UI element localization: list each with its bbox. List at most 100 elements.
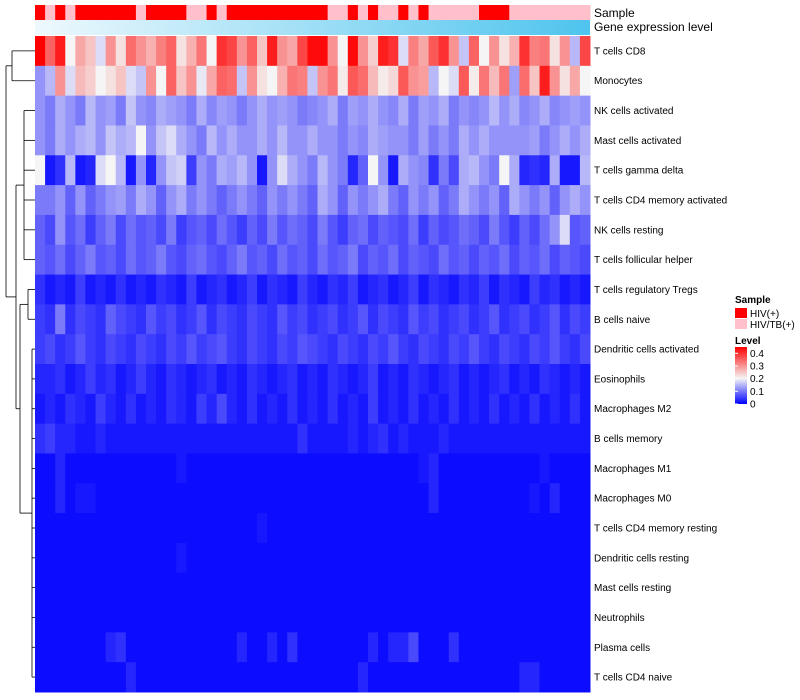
- heatmap-cell: [186, 602, 197, 633]
- heatmap-cell: [317, 155, 329, 186]
- legend-tick-label: 0.4: [750, 349, 764, 360]
- heatmap-cell: [519, 155, 530, 186]
- heatmap-cell: [458, 662, 470, 693]
- heatmap-cell: [146, 602, 157, 633]
- heatmap-cell: [257, 453, 268, 484]
- heatmap-cell: [357, 274, 369, 305]
- sample-cell: [468, 5, 480, 20]
- heatmap-cell: [35, 214, 46, 246]
- heatmap-cell: [448, 244, 460, 276]
- heatmap-cell: [226, 274, 238, 305]
- heatmap-cell: [55, 572, 66, 604]
- heatmap-cell: [166, 185, 177, 216]
- heatmap-cell: [307, 483, 319, 514]
- heatmap-cell: [317, 214, 329, 246]
- heatmap-cell: [196, 393, 208, 425]
- heatmap-cell: [176, 572, 187, 604]
- heatmap-cell: [146, 662, 157, 693]
- heatmap-cell: [559, 304, 571, 335]
- heatmap-cell: [347, 364, 359, 395]
- heatmap-cell: [468, 483, 480, 514]
- heatmap-cell: [307, 65, 319, 97]
- heatmap-cell: [368, 334, 379, 365]
- heatmap-cell: [226, 632, 238, 663]
- heatmap-cell: [297, 662, 308, 693]
- heatmap-cell: [408, 36, 419, 67]
- heatmap-cell: [35, 483, 46, 514]
- heatmap-cell: [479, 244, 490, 276]
- heatmap-cell: [267, 185, 278, 216]
- heatmap-cell: [317, 483, 329, 514]
- heatmap-cell: [479, 393, 490, 425]
- sample-cell: [75, 5, 86, 20]
- heatmap-cell: [287, 364, 298, 395]
- heatmap-cell: [125, 36, 137, 67]
- heatmap-cell: [85, 214, 97, 246]
- heatmap-cell: [438, 65, 450, 97]
- heatmap-cell: [125, 602, 137, 633]
- heatmap-cell: [75, 274, 86, 305]
- sample-cell: [125, 5, 137, 20]
- heatmap-cell: [287, 632, 298, 663]
- heatmap-cell: [368, 662, 379, 693]
- heatmap-cell: [489, 572, 500, 604]
- heatmap-cell: [85, 423, 97, 454]
- sample-cell: [347, 5, 359, 20]
- sample-cell: [398, 5, 409, 20]
- heatmap-cell: [115, 513, 127, 544]
- row-label: Plasma cells: [594, 643, 650, 654]
- heatmap-cell: [378, 513, 389, 544]
- heatmap-cell: [368, 393, 379, 425]
- heatmap-cell: [186, 334, 197, 365]
- row-label: B cells naive: [594, 315, 651, 326]
- heatmap-cell: [529, 364, 541, 395]
- heatmap-cell: [519, 602, 530, 633]
- heatmap-cell: [468, 36, 480, 67]
- heatmap-cell: [357, 214, 369, 246]
- row-label: T cells follicular helper: [594, 255, 693, 266]
- sample-cell: [368, 5, 379, 20]
- heatmap-cell: [378, 125, 389, 156]
- heatmap-cell: [347, 572, 359, 604]
- heatmap-cell: [458, 423, 470, 454]
- heatmap-cell: [297, 334, 308, 365]
- heatmap-cell: [418, 602, 430, 633]
- heatmap-cell: [176, 244, 187, 276]
- heatmap-cell: [468, 364, 480, 395]
- heatmap-cell: [186, 364, 197, 395]
- sample-cell: [418, 5, 430, 20]
- heatmap-cell: [135, 662, 147, 693]
- heatmap-cell: [196, 364, 208, 395]
- heatmap-cell: [135, 155, 147, 186]
- heatmap-cell: [357, 244, 369, 276]
- heatmap-cell: [196, 95, 208, 126]
- heatmap-cell: [458, 393, 470, 425]
- heatmap-cell: [519, 185, 530, 216]
- heatmap-cell: [579, 36, 591, 67]
- row-label: T cells regulatory Tregs: [594, 285, 698, 296]
- heatmap-cell: [45, 662, 56, 693]
- sample-cell: [95, 5, 107, 20]
- heatmap-cell: [257, 304, 268, 335]
- heatmap-cell: [569, 214, 581, 246]
- heatmap-cell: [529, 602, 541, 633]
- heatmap-cell: [45, 95, 56, 126]
- heatmap-cell: [357, 155, 369, 186]
- sample-cell: [176, 5, 187, 20]
- heatmap-cell: [489, 542, 500, 574]
- heatmap-cell: [539, 274, 551, 305]
- heatmap-cell: [146, 155, 157, 186]
- heatmap-cell: [479, 334, 490, 365]
- heatmap-cell: [438, 274, 450, 305]
- heatmap-cell: [428, 453, 440, 484]
- heatmap-cell: [438, 453, 450, 484]
- heatmap-cell: [529, 542, 541, 574]
- sample-cell: [65, 5, 76, 20]
- heatmap-cell: [438, 155, 450, 186]
- heatmap-cell: [257, 244, 268, 276]
- heatmap-cell: [378, 155, 389, 186]
- heatmap-cell: [468, 95, 480, 126]
- heatmap-cell: [509, 602, 520, 633]
- heatmap-cell: [156, 155, 167, 186]
- heatmap-cell: [368, 632, 379, 663]
